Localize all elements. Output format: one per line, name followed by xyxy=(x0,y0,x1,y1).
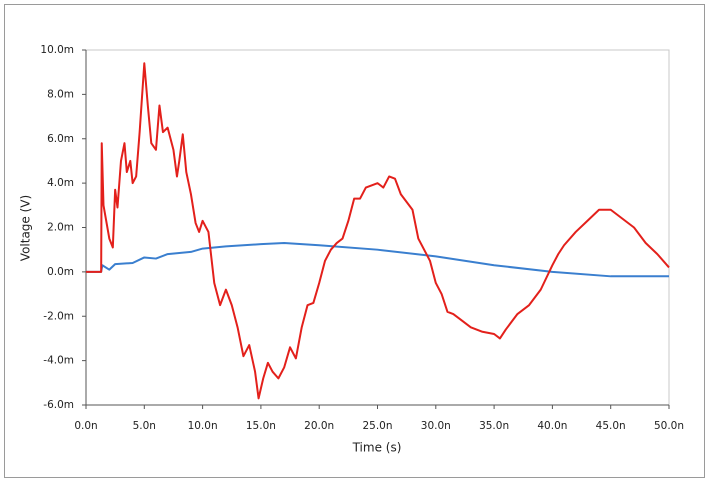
y-tick-label: -2.0m xyxy=(43,310,74,322)
x-tick-label: 15.0n xyxy=(246,420,276,432)
series-line xyxy=(86,242,669,278)
x-tick-label: 45.0n xyxy=(596,420,626,432)
x-tick-label: 50.0n xyxy=(654,420,684,432)
y-axis-title: Voltage (V) xyxy=(19,195,33,261)
series-line xyxy=(86,62,670,400)
y-tick-label: 2.0m xyxy=(47,222,74,234)
frame xyxy=(4,4,705,478)
x-tick-label: 0.0n xyxy=(74,420,97,432)
y-tick-label: 10.0m xyxy=(40,44,74,56)
y-tick-label: 0.0m xyxy=(47,266,74,278)
y-tick-label: -6.0m xyxy=(43,399,74,411)
x-tick-label: 10.0n xyxy=(188,420,218,432)
x-tick-label: 5.0n xyxy=(133,420,156,432)
x-tick-label: 40.0n xyxy=(537,420,567,432)
y-tick-label: 4.0m xyxy=(47,177,74,189)
x-tick-label: 25.0n xyxy=(362,420,392,432)
y-tick-label: 8.0m xyxy=(47,88,74,100)
x-tick-label: 35.0n xyxy=(479,420,509,432)
x-tick-label: 20.0n xyxy=(304,420,334,432)
y-tick-label: -4.0m xyxy=(43,355,74,367)
x-tick-label: 30.0n xyxy=(421,420,451,432)
x-axis-title: Time (s) xyxy=(352,441,402,455)
y-tick-label: 6.0m xyxy=(47,133,74,145)
